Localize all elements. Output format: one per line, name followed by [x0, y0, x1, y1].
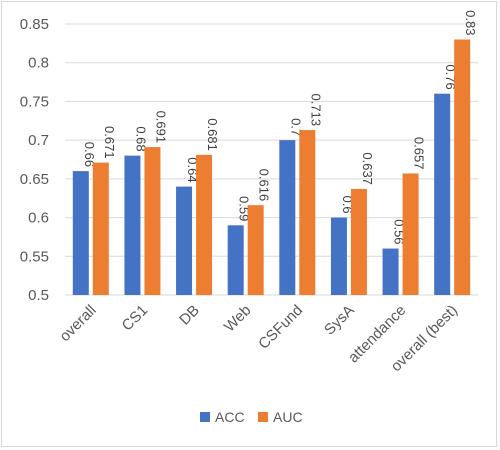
- bar-acc-5: [330, 217, 347, 295]
- bar-auc-2: [196, 154, 213, 295]
- x-tick-label: Web: [221, 302, 255, 336]
- y-tick-label: 0.85: [20, 16, 49, 33]
- bar-acc-3: [227, 225, 244, 295]
- y-tick-label: 0.55: [20, 248, 49, 265]
- data-label-auc-1: 0.691: [153, 111, 168, 144]
- x-tick-label: SysA: [321, 302, 358, 339]
- legend-label-acc: ACC: [215, 409, 245, 425]
- data-label-auc-2: 0.681: [205, 118, 220, 151]
- data-label-auc-3: 0.616: [257, 169, 272, 202]
- y-tick-label: 0.5: [28, 287, 49, 304]
- y-tick-label: 0.7: [28, 132, 49, 149]
- bar-auc-1: [144, 147, 161, 295]
- bar-auc-7: [454, 39, 471, 295]
- data-label-auc-7: 0.83: [463, 10, 478, 35]
- bar-acc-2: [176, 186, 193, 295]
- data-label-auc-0: 0.671: [102, 126, 117, 159]
- bar-acc-0: [72, 171, 89, 295]
- bar-auc-5: [350, 188, 367, 295]
- bar-auc-0: [92, 162, 109, 295]
- bar-acc-1: [124, 155, 141, 295]
- y-tick-label: 0.65: [20, 171, 49, 188]
- x-tick-label: overall: [56, 302, 99, 345]
- y-tick-label: 0.6: [28, 210, 49, 227]
- data-label-auc-5: 0.637: [360, 152, 375, 185]
- bar-auc-4: [299, 130, 316, 295]
- bar-acc-4: [279, 140, 296, 295]
- data-label-auc-4: 0.713: [308, 94, 323, 127]
- bar-acc-7: [434, 93, 451, 295]
- bar-acc-6: [382, 248, 399, 295]
- x-tick-label: CS1: [119, 302, 152, 335]
- x-tick-label: CSFund: [255, 302, 306, 353]
- data-label-auc-6: 0.657: [412, 137, 427, 170]
- legend-swatch-acc: [200, 412, 210, 422]
- y-tick-label: 0.8: [28, 55, 49, 72]
- bar-auc-3: [247, 205, 264, 295]
- legend-label-auc: AUC: [273, 409, 303, 425]
- data-label-acc-1: 0.68: [133, 126, 148, 151]
- y-tick-label: 0.75: [20, 93, 49, 110]
- bar-auc-6: [402, 173, 419, 295]
- legend-swatch-auc: [258, 412, 268, 422]
- x-tick-label: DB: [176, 302, 203, 329]
- data-label-acc-0: 0.66: [82, 142, 97, 167]
